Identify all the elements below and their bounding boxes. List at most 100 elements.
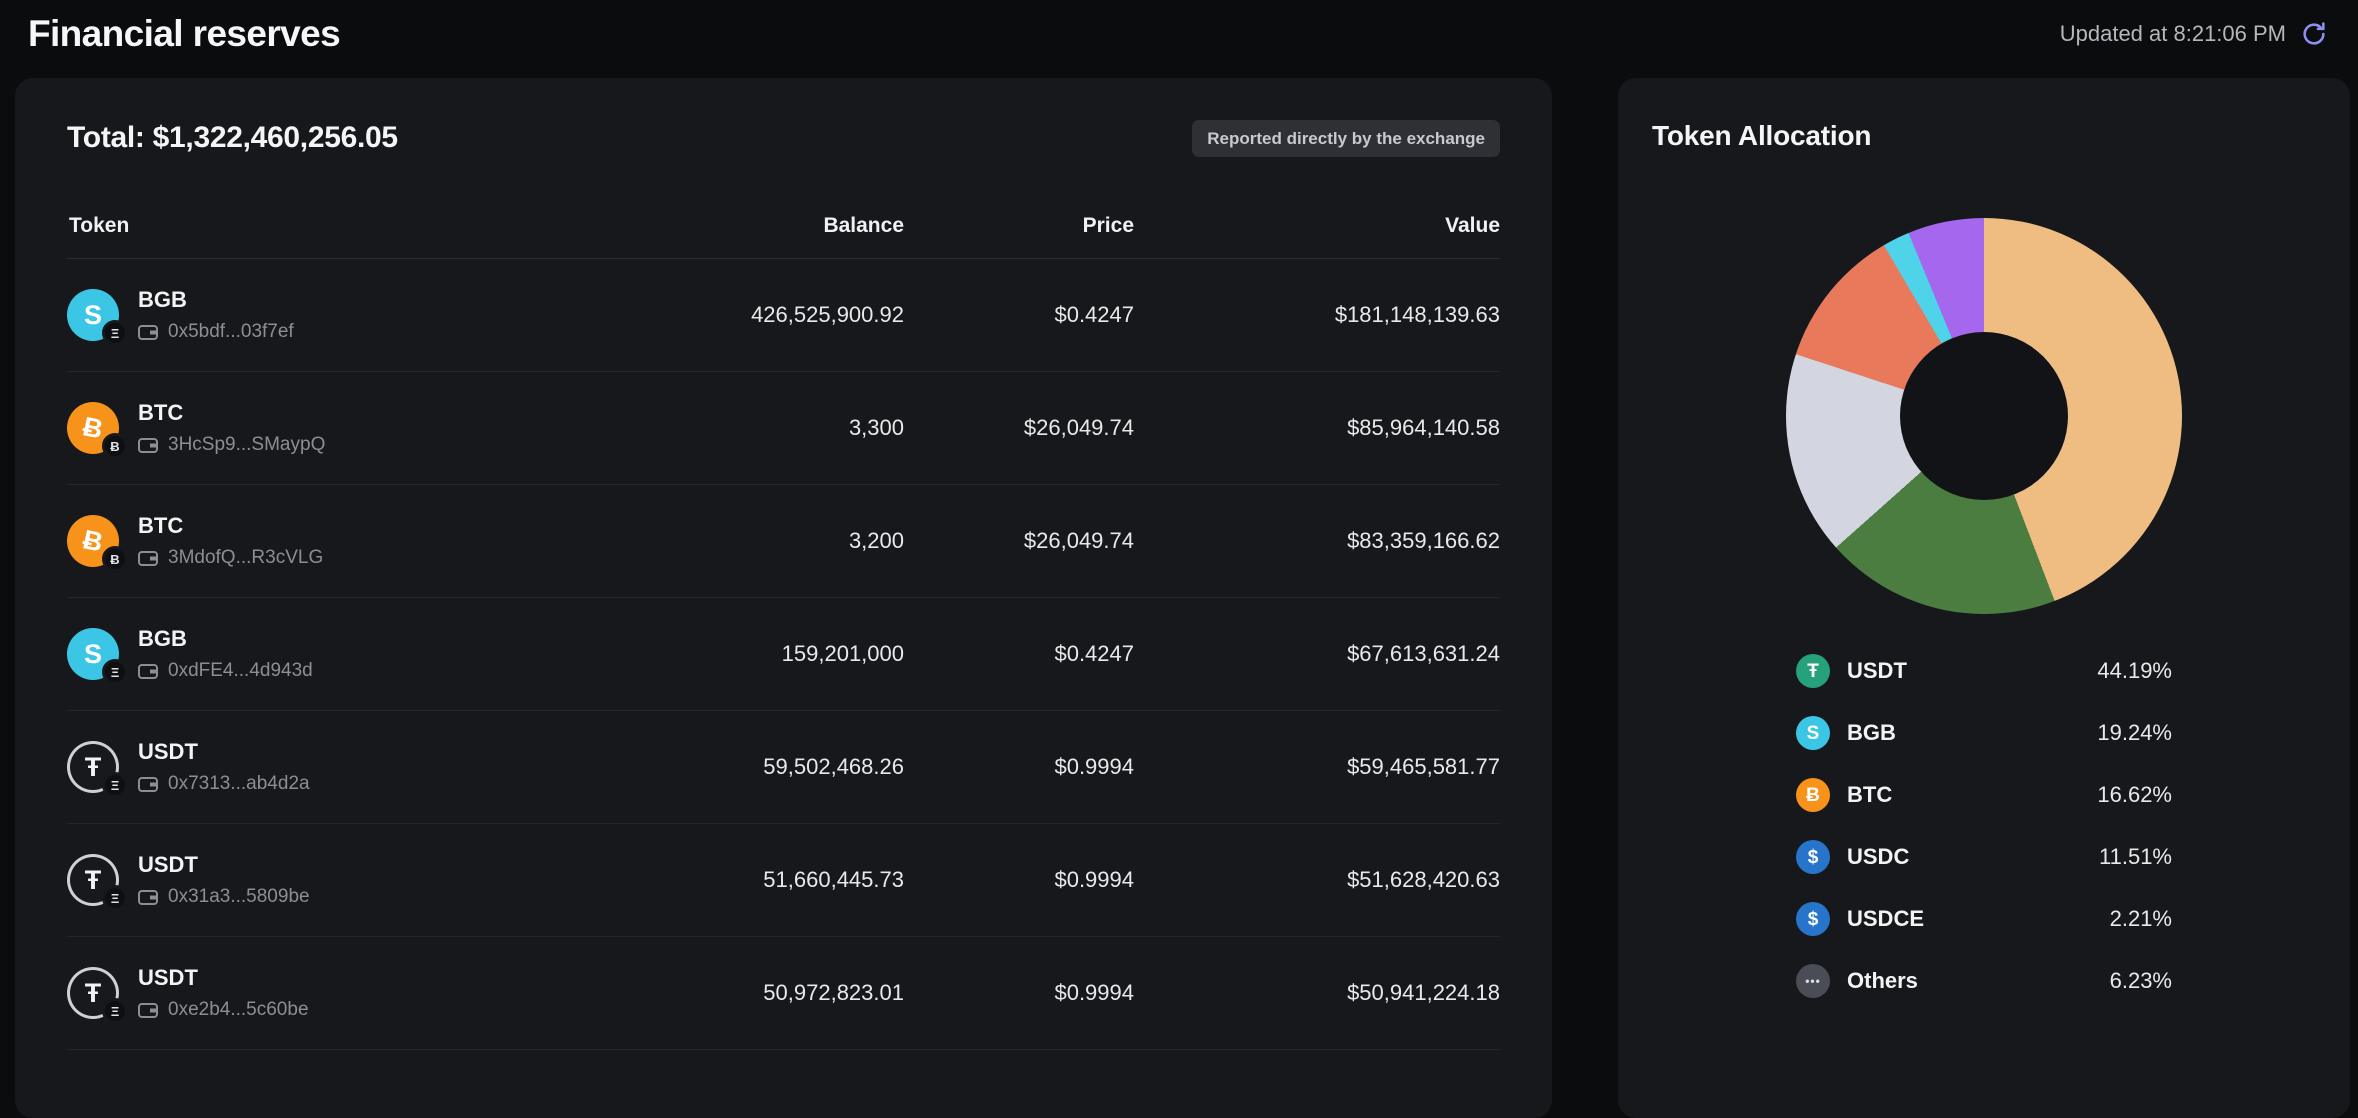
token-icon: Ŧ Ξ — [67, 967, 128, 1024]
table-row: Ƀ Ƀ BTC 3MdofQ...R3cVLG 3,200 $26,049.74… — [67, 485, 1500, 598]
balance-cell: 3,300 — [848, 415, 904, 440]
token-meta: BGB 0xdFE4...4d943d — [138, 626, 313, 682]
updated-wrap: Updated at 8:21:06 PM — [2060, 20, 2328, 48]
chain-badge-icon: Ξ — [102, 659, 128, 685]
legend-percent: 19.24% — [2097, 720, 2172, 745]
table-row: S Ξ BGB 0xdFE4...4d943d 159,201,000 $0.4… — [67, 598, 1500, 711]
value-cell: $67,613,631.24 — [1347, 641, 1500, 666]
token-address[interactable]: 3HcSp9...SMaypQ — [138, 434, 325, 456]
wallet-icon — [138, 776, 158, 792]
wallet-icon — [138, 437, 158, 453]
token-address[interactable]: 0xe2b4...5c60be — [138, 999, 309, 1021]
token-glyph: Ŧ — [84, 751, 102, 782]
token-cell: Ŧ Ξ USDT 0xe2b4...5c60be — [67, 965, 584, 1024]
legend-label: USDT — [1847, 658, 1907, 683]
legend-item: Ŧ USDT 44.19% — [1796, 640, 2172, 702]
legend-percent: 44.19% — [2097, 658, 2172, 683]
wallet-icon — [138, 550, 158, 566]
wallet-icon — [138, 663, 158, 679]
column-header-price: Price — [1082, 214, 1134, 237]
token-meta: BTC 3HcSp9...SMaypQ — [138, 400, 325, 456]
allocation-donut-chart — [1786, 218, 2182, 614]
updated-timestamp: Updated at 8:21:06 PM — [2059, 21, 2286, 46]
legend-token-icon: $ — [1796, 902, 1830, 936]
legend-percent: 2.21% — [2109, 906, 2172, 931]
chain-badge-icon: Ƀ — [102, 433, 128, 459]
balance-cell: 50,972,823.01 — [763, 980, 904, 1005]
legend-label: Others — [1847, 968, 1918, 993]
balance-cell: 426,525,900.92 — [751, 302, 904, 327]
column-header-value: Value — [1445, 214, 1500, 237]
allocation-title: Token Allocation — [1652, 120, 1872, 151]
legend-token-icon: $ — [1796, 840, 1830, 874]
allocation-card: Token Allocation Ŧ USDT 44.19% S BGB 19.… — [1618, 78, 2350, 1118]
reserves-table-body: S Ξ BGB 0x5bdf...03f7ef 426,525,900.92 $… — [67, 259, 1500, 1050]
balance-cell: 51,660,445.73 — [763, 867, 904, 892]
legend-percent: 16.62% — [2097, 782, 2172, 807]
legend-token-icon: Ŧ — [1796, 654, 1830, 688]
token-name: USDT — [138, 852, 198, 877]
token-glyph: Ƀ — [80, 523, 106, 558]
value-cell: $50,941,224.18 — [1347, 980, 1500, 1005]
token-name: BTC — [138, 400, 184, 425]
token-meta: BTC 3MdofQ...R3cVLG — [138, 513, 323, 569]
token-cell: S Ξ BGB 0xdFE4...4d943d — [67, 626, 584, 685]
legend-item: Ƀ BTC 16.62% — [1796, 764, 2172, 826]
wallet-icon — [138, 889, 158, 905]
reserves-card: Total: $1,322,460,256.05 Reported direct… — [15, 78, 1552, 1118]
token-name: BGB — [138, 626, 187, 651]
wallet-icon — [138, 1002, 158, 1018]
token-address-text: 0xe2b4...5c60be — [168, 999, 309, 1020]
price-cell: $0.9994 — [1054, 980, 1134, 1005]
chain-badge-icon: Ξ — [102, 998, 128, 1024]
table-row: S Ξ BGB 0x5bdf...03f7ef 426,525,900.92 $… — [67, 259, 1500, 372]
token-cell: Ŧ Ξ USDT 0x7313...ab4d2a — [67, 739, 584, 798]
token-icon: Ŧ Ξ — [67, 854, 128, 911]
balance-cell: 59,502,468.26 — [763, 754, 904, 779]
token-address[interactable]: 0x7313...ab4d2a — [138, 773, 310, 795]
balance-cell: 3,200 — [848, 528, 904, 553]
token-name: USDT — [138, 965, 198, 990]
total-amount: Total: $1,322,460,256.05 — [67, 121, 398, 154]
token-address[interactable]: 3MdofQ...R3cVLG — [138, 547, 323, 569]
token-icon: S Ξ — [67, 628, 128, 685]
token-glyph: Ŧ — [84, 977, 102, 1008]
legend-percent: 11.51% — [2099, 844, 2172, 869]
value-cell: $85,964,140.58 — [1347, 415, 1500, 440]
legend-item: S BGB 19.24% — [1796, 702, 2172, 764]
token-address-text: 0x7313...ab4d2a — [168, 773, 310, 794]
wallet-icon — [138, 324, 158, 340]
token-meta: USDT 0x7313...ab4d2a — [138, 739, 310, 795]
token-cell: Ŧ Ξ USDT 0x31a3...5809be — [67, 852, 584, 911]
token-icon: Ŧ Ξ — [67, 741, 128, 798]
price-cell: $0.4247 — [1054, 302, 1134, 327]
legend-item: $ USDCE 2.21% — [1796, 888, 2172, 950]
legend-label: USDCE — [1847, 906, 1925, 931]
token-cell: Ƀ Ƀ BTC 3MdofQ...R3cVLG — [67, 513, 584, 572]
price-cell: $26,049.74 — [1023, 415, 1134, 440]
token-address[interactable]: 0x31a3...5809be — [138, 886, 310, 908]
balance-cell: 159,201,000 — [781, 641, 904, 666]
legend-token-icon: ••• — [1796, 964, 1830, 998]
donut-hole — [1900, 332, 2068, 500]
table-row: Ƀ Ƀ BTC 3HcSp9...SMaypQ 3,300 $26,049.74… — [67, 372, 1500, 485]
token-address[interactable]: 0xdFE4...4d943d — [138, 660, 313, 682]
token-icon: Ƀ Ƀ — [67, 402, 128, 459]
allocation-legend: Ŧ USDT 44.19% S BGB 19.24% Ƀ BTC 16.62% … — [1796, 640, 2172, 1012]
legend-percent: 6.23% — [2109, 968, 2172, 993]
token-address[interactable]: 0x5bdf...03f7ef — [138, 321, 294, 343]
token-address-text: 0x5bdf...03f7ef — [168, 321, 294, 342]
token-name: BGB — [138, 287, 187, 312]
total-row: Total: $1,322,460,256.05 Reported direct… — [67, 118, 1500, 158]
token-meta: USDT 0x31a3...5809be — [138, 852, 310, 908]
token-cell: Ƀ Ƀ BTC 3HcSp9...SMaypQ — [67, 400, 584, 459]
table-row: Ŧ Ξ USDT 0xe2b4...5c60be 50,972,823.01 $… — [67, 937, 1500, 1050]
price-cell: $26,049.74 — [1023, 528, 1134, 553]
top-bar: Financial reserves Updated at 8:21:06 PM — [0, 0, 2358, 64]
refresh-icon[interactable] — [2300, 20, 2328, 48]
legend-item: $ USDC 11.51% — [1796, 826, 2172, 888]
table-row: Ŧ Ξ USDT 0x7313...ab4d2a 59,502,468.26 $… — [67, 711, 1500, 824]
price-cell: $0.9994 — [1054, 867, 1134, 892]
legend-label: BGB — [1847, 720, 1896, 745]
token-glyph: S — [83, 299, 102, 330]
